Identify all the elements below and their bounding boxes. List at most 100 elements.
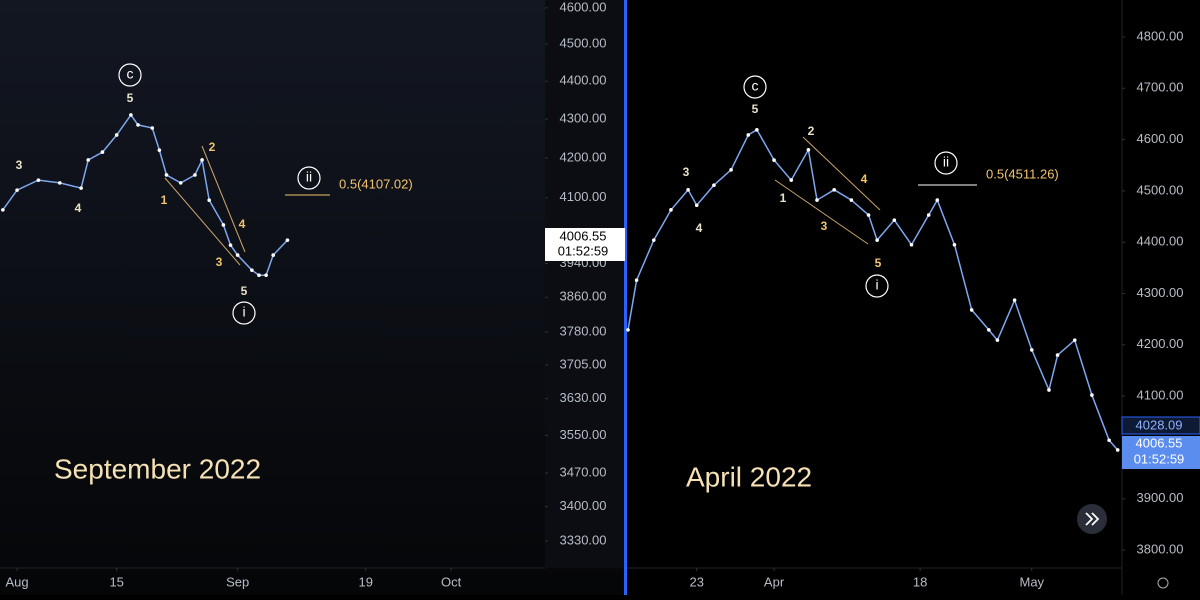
settings-icon[interactable]	[1157, 577, 1169, 589]
price-point	[935, 198, 940, 202]
wave-label: 4	[239, 217, 246, 231]
price-point	[772, 158, 776, 162]
price-label: 4006.55	[560, 228, 607, 243]
wave-label: 5	[875, 256, 882, 270]
price-point	[100, 150, 105, 154]
wave-label: 2	[209, 140, 216, 154]
wave-label: ii	[306, 169, 312, 185]
x-tick-label: Oct	[441, 574, 462, 589]
circle	[934, 151, 958, 175]
wave-label: 1	[161, 193, 168, 207]
y-tick-label: 4100.00	[560, 189, 607, 204]
price-point	[1090, 393, 1094, 397]
price-point	[1, 208, 5, 212]
price-point	[995, 338, 1000, 342]
x-tick-label: 15	[109, 574, 123, 589]
price-point	[57, 181, 62, 185]
x-tick-label: Apr	[764, 574, 785, 589]
y-tick-label: 3900.00	[1137, 490, 1184, 505]
y-tick-label: 3780.00	[560, 323, 607, 338]
y-tick-label: 4200.00	[1137, 336, 1184, 351]
price-point	[832, 188, 836, 192]
price-box	[1121, 416, 1200, 435]
y-tick-label: 3470.00	[560, 465, 607, 480]
price-point	[235, 253, 240, 257]
price-point	[926, 213, 931, 217]
price-label: 4028.09	[1136, 417, 1183, 432]
y-tick-label: 4100.00	[1137, 388, 1184, 403]
wave-label: 3	[821, 219, 828, 233]
left-axis	[545, 0, 625, 568]
price-point	[651, 238, 656, 242]
price-point	[86, 158, 91, 162]
channel	[164, 177, 241, 266]
price-point	[892, 218, 897, 222]
left-panel	[0, 0, 626, 595]
price-point	[789, 178, 794, 182]
wave-label: 4	[696, 221, 703, 235]
price-point	[746, 133, 751, 137]
price-point	[129, 113, 133, 117]
divider	[624, 0, 627, 595]
wave-label: c	[127, 66, 134, 82]
y-tick-label: 3800.00	[1137, 541, 1184, 556]
circle	[865, 274, 889, 298]
fib-label: 0.5(4107.02)	[339, 176, 413, 191]
fib-label: 0.5(4511.26)	[986, 166, 1059, 181]
price-point	[669, 208, 673, 212]
y-tick-label: 4300.00	[560, 111, 607, 126]
timer-label: 01:52:59	[1134, 451, 1185, 466]
circle	[297, 166, 321, 190]
panel-title: September 2022	[54, 453, 261, 484]
price-line	[627, 128, 1119, 451]
price-label: 4006.55	[1136, 435, 1183, 450]
price-point	[1047, 388, 1051, 392]
wave-label: 3	[683, 165, 690, 179]
price-point	[228, 243, 233, 247]
y-tick-label: 4700.00	[1137, 80, 1184, 95]
price-point	[987, 328, 991, 332]
price-point	[875, 238, 879, 242]
x-tick-label: 23	[689, 574, 703, 589]
price-box	[545, 228, 625, 261]
scroll-icon	[1085, 512, 1100, 526]
wave-label: 5	[241, 284, 248, 298]
y-tick-label: 4600.00	[560, 0, 607, 14]
y-tick-label: 3630.00	[560, 390, 607, 405]
y-tick-label: 4800.00	[1137, 28, 1184, 43]
price-point	[200, 158, 204, 162]
wave-label: c	[752, 78, 759, 94]
price-point	[729, 168, 733, 172]
price-point	[221, 223, 226, 227]
price-point	[257, 273, 261, 278]
price-point	[1107, 438, 1111, 443]
price-box	[1122, 436, 1200, 469]
y-tick-label: 4500.00	[560, 36, 607, 51]
wave-label: i	[875, 277, 878, 293]
price-point	[264, 273, 268, 278]
price-point	[634, 278, 639, 282]
price-point	[969, 308, 974, 312]
price-point	[626, 328, 630, 332]
wave-label: 3	[16, 158, 23, 172]
y-tick-label: 4300.00	[1137, 285, 1184, 300]
price-point	[909, 242, 914, 247]
price-point	[952, 242, 957, 247]
wave-label: 1	[780, 191, 787, 205]
price-point	[1012, 298, 1017, 302]
y-tick-label: 3550.00	[560, 427, 607, 442]
right-panel	[627, 0, 1200, 595]
panel-title: April 2022	[686, 461, 812, 492]
y-tick-label: 4400.00	[1137, 234, 1184, 249]
price-point	[815, 198, 819, 202]
wave-label: 4	[75, 201, 82, 215]
y-tick-label: 4200.00	[560, 149, 607, 164]
x-tick-label: Aug	[6, 574, 29, 589]
y-tick-label: 4400.00	[560, 73, 607, 88]
y-tick-label: 3330.00	[560, 532, 607, 547]
y-tick-label: 3860.00	[560, 289, 607, 304]
channel	[774, 179, 869, 245]
channel	[201, 145, 246, 253]
wave-label: 3	[216, 255, 223, 269]
